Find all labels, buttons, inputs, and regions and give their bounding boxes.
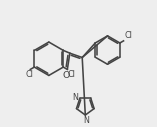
Text: Cl: Cl: [68, 70, 76, 79]
Text: Cl: Cl: [26, 70, 34, 79]
Text: N: N: [73, 93, 78, 102]
Text: Cl: Cl: [124, 31, 132, 41]
Text: N: N: [83, 116, 89, 125]
Text: O: O: [63, 71, 70, 80]
